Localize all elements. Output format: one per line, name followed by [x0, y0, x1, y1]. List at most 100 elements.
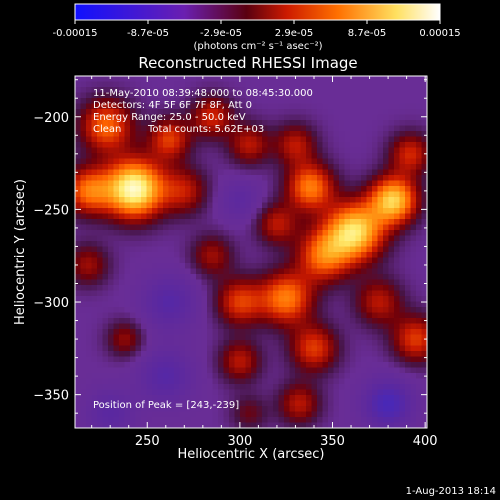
heatmap-cell — [141, 120, 147, 126]
heatmap-cell — [196, 169, 202, 176]
heatmap-cell — [333, 219, 340, 225]
heatmap-cell — [245, 109, 252, 115]
heatmap-cell — [135, 362, 142, 368]
heatmap-cell — [273, 153, 279, 159]
heatmap-cell — [196, 219, 202, 225]
heatmap-cell — [190, 257, 197, 264]
heatmap-cell — [377, 373, 384, 379]
heatmap-cell — [383, 142, 389, 148]
heatmap-cell — [421, 76, 428, 82]
heatmap-cell — [152, 235, 158, 242]
heatmap-cell — [102, 378, 109, 385]
heatmap-cell — [289, 109, 296, 115]
heatmap-cell — [256, 81, 263, 88]
heatmap-cell — [399, 340, 406, 346]
heatmap-cell — [399, 263, 406, 269]
heatmap-cell — [168, 98, 175, 104]
heatmap-cell — [405, 400, 411, 407]
heatmap-cell — [190, 279, 197, 286]
heatmap-cell — [157, 301, 164, 308]
heatmap-cell — [289, 422, 296, 429]
heatmap-cell — [377, 296, 384, 302]
heatmap-cell — [317, 345, 323, 352]
heatmap-cell — [328, 323, 334, 330]
heatmap-cell — [322, 114, 329, 121]
heatmap-cell — [190, 87, 197, 93]
heatmap-cell — [333, 340, 340, 346]
heatmap-cell — [179, 136, 186, 143]
heatmap-cell — [366, 164, 373, 170]
heatmap-cell — [234, 345, 241, 352]
heatmap-cell — [311, 186, 318, 192]
heatmap-cell — [383, 252, 389, 258]
heatmap-cell — [113, 136, 120, 143]
heatmap-cell — [190, 241, 197, 247]
heatmap-cell — [278, 219, 285, 225]
heatmap-cell — [146, 241, 153, 247]
heatmap-cell — [212, 296, 219, 302]
heatmap-cell — [262, 367, 268, 374]
heatmap-cell — [135, 175, 142, 181]
heatmap-cell — [157, 345, 164, 352]
heatmap-cell — [163, 263, 169, 269]
heatmap-cell — [157, 114, 164, 121]
heatmap-cell — [278, 114, 285, 121]
heatmap-cell — [146, 351, 153, 357]
heatmap-cell — [163, 345, 169, 352]
heatmap-cell — [405, 378, 411, 385]
heatmap-cell — [361, 307, 367, 313]
heatmap-cell — [421, 263, 428, 269]
heatmap-cell — [196, 367, 202, 374]
heatmap-cell — [372, 202, 378, 209]
heatmap-cell — [289, 345, 296, 352]
heatmap-cell — [317, 395, 323, 401]
heatmap-cell — [91, 197, 98, 203]
heatmap-cell — [262, 109, 268, 115]
chart-title: Reconstructed RHESSI Image — [138, 54, 357, 72]
heatmap-cell — [130, 158, 136, 165]
heatmap-cell — [185, 175, 191, 181]
heatmap-cell — [421, 175, 428, 181]
heatmap-cell — [372, 373, 378, 379]
heatmap-cell — [405, 230, 411, 236]
heatmap-cell — [245, 334, 252, 341]
heatmap-cell — [421, 235, 428, 242]
heatmap-cell — [278, 81, 285, 88]
heatmap-cell — [130, 285, 136, 291]
heatmap-cell — [317, 120, 323, 126]
heatmap-cell — [377, 263, 384, 269]
heatmap-cell — [196, 213, 202, 220]
heatmap-cell — [361, 422, 367, 429]
heatmap-cell — [157, 175, 164, 181]
heatmap-cell — [119, 252, 125, 258]
heatmap-cell — [185, 186, 191, 192]
heatmap-cell — [240, 120, 246, 126]
heatmap-cell — [372, 274, 378, 280]
heatmap-cell — [212, 191, 219, 198]
heatmap-cell — [295, 307, 301, 313]
heatmap-cell — [130, 125, 136, 132]
heatmap-cell — [212, 406, 219, 412]
heatmap-cell — [256, 120, 263, 126]
heatmap-cell — [152, 180, 158, 187]
heatmap-cell — [75, 406, 81, 412]
heatmap-cell — [306, 125, 312, 132]
heatmap-cell — [416, 351, 422, 357]
heatmap-cell — [163, 241, 169, 247]
heatmap-cell — [108, 263, 114, 269]
heatmap-cell — [344, 98, 351, 104]
heatmap-cell — [372, 180, 378, 187]
heatmap-cell — [179, 131, 186, 137]
heatmap-cell — [135, 147, 142, 154]
heatmap-cell — [251, 362, 257, 368]
heatmap-cell — [212, 384, 219, 390]
heatmap-cell — [289, 384, 296, 390]
heatmap-cell — [328, 147, 334, 154]
heatmap-cell — [240, 351, 246, 357]
heatmap-cell — [377, 81, 384, 88]
heatmap-cell — [383, 389, 389, 396]
heatmap-cell — [201, 318, 208, 324]
heatmap-cell — [196, 191, 202, 198]
heatmap-cell — [113, 230, 120, 236]
heatmap-cell — [322, 400, 329, 407]
